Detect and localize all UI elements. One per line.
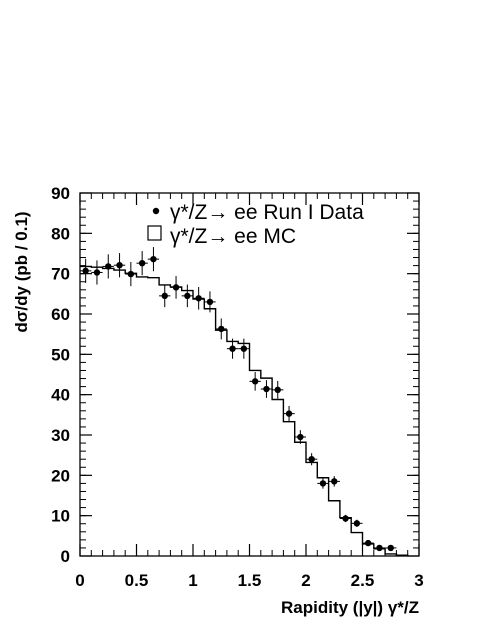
y-tick-labels: 0 10 20 30 40 50 60 70 80 90 [51,184,70,566]
y-tick-label: 40 [51,386,70,405]
data-point [172,284,180,291]
data-point [342,515,349,522]
legend-mc-label: γ*/Z→ ee MC [170,225,296,248]
data-point [251,378,259,385]
x-axis-label: Rapidity (|y|) γ*/Z [281,598,419,617]
data-point [240,345,248,352]
legend: γ*/Z→ ee Run I Data γ*/Z→ ee MC [147,201,364,248]
data-point [274,386,281,394]
data-point [387,544,394,552]
y-axis-label: dσ/dy (pb / 0.1) [12,211,31,332]
x-tick-labels: 0 0.5 1 1.5 2 2.5 3 [75,571,423,590]
y-tick-label: 0 [61,547,70,566]
y-tick-label: 80 [51,224,70,243]
data-point [229,345,236,352]
legend-mc-marker [147,225,162,241]
data-point [206,298,214,306]
x-tick-label: 2.5 [351,571,375,590]
data-point [195,295,202,302]
y-tick-label: 90 [51,184,70,203]
y-tick-label: 10 [51,507,70,526]
legend-data-marker [152,207,160,215]
x-tick-label: 2 [301,571,310,590]
data-point [116,261,123,269]
data-point [150,255,157,263]
data-point [297,433,304,441]
data-point [127,270,135,278]
x-tick-label: 0 [75,571,84,590]
y-tick-label: 70 [51,265,70,284]
data-point [161,292,168,300]
data-point [138,259,146,267]
axis-ticks [79,192,420,557]
data-point [364,539,372,547]
data-point [218,325,225,333]
x-tick-label: 0.5 [125,571,149,590]
y-tick-label: 20 [51,466,70,485]
data-points [80,247,397,552]
data-point [308,456,315,463]
data-point [184,292,191,300]
y-tick-label: 50 [51,345,70,364]
y-tick-label: 30 [51,426,70,445]
data-point [105,263,112,270]
mc-histogram-line [80,265,409,556]
data-point [93,269,101,276]
legend-data-label: γ*/Z→ ee Run I Data [170,201,364,224]
data-point [331,478,338,485]
y-tick-label: 60 [51,305,70,324]
data-point [376,544,383,552]
data-point [285,410,293,417]
data-point [82,267,89,275]
x-tick-label: 1.5 [238,571,262,590]
data-point [263,385,270,393]
mc-histogram [80,265,409,556]
x-tick-label: 1 [188,571,197,590]
data-point [319,480,327,487]
x-tick-label: 3 [414,571,423,590]
data-point [353,520,361,527]
